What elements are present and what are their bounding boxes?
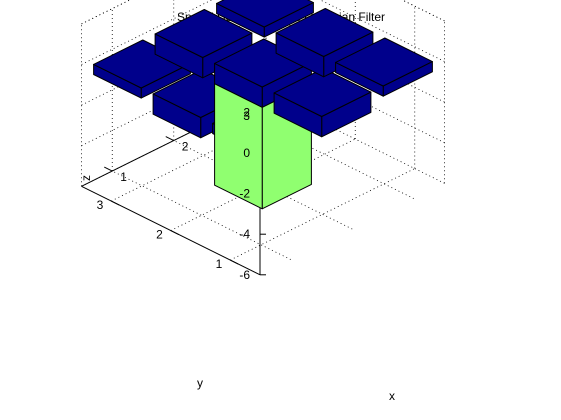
x-tick-mark (165, 136, 174, 141)
y-tick-mark (111, 200, 120, 206)
x-axis-label: x (389, 389, 395, 403)
x-tick-label: 1 (120, 170, 127, 184)
z-tick-label: -6 (239, 268, 250, 282)
bars (93, 0, 433, 210)
bar-top-face (275, 8, 374, 57)
bar-top-face (154, 9, 253, 58)
z-tick-label: 2 (243, 105, 250, 119)
y-axis-label: y (197, 376, 203, 390)
x-tick-mark (104, 166, 113, 172)
y-tick-label: 1 (216, 257, 223, 271)
bar-top-face (335, 37, 433, 87)
y-tick-mark (170, 230, 179, 235)
x-tick-labels: 1 2 3 (120, 109, 250, 184)
y-tick-label: 3 (97, 198, 104, 212)
bar (216, 0, 314, 38)
bar (273, 68, 372, 138)
bar (335, 37, 433, 97)
z-tick-label: -4 (239, 227, 250, 241)
y-tick-labels: 1 2 3 (97, 198, 223, 271)
y-tick-label: 2 (156, 228, 163, 242)
z-axis-label: z (79, 175, 93, 181)
z-tick-label: -2 (239, 187, 250, 201)
y-tick-mark (230, 259, 239, 265)
x-tick-label: 2 (182, 140, 189, 154)
bar-top-face (216, 0, 314, 28)
z-tick-labels: 2 0 -2 -4 -6 (239, 105, 250, 281)
x-tick-label: 3 (243, 109, 250, 123)
z-tick-label: 0 (243, 146, 250, 160)
